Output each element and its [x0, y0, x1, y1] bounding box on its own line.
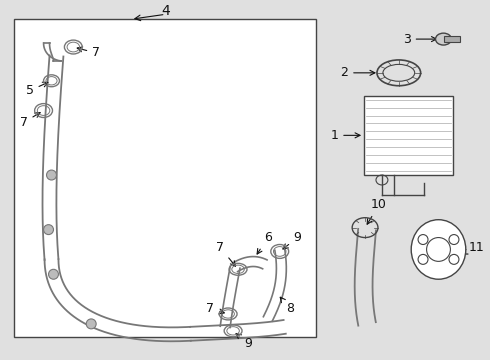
Text: 3: 3 — [403, 33, 437, 46]
Bar — [364, 96, 453, 175]
Circle shape — [86, 319, 96, 329]
Circle shape — [418, 255, 428, 264]
Text: 9: 9 — [236, 333, 252, 350]
Circle shape — [418, 235, 428, 244]
Text: 7: 7 — [216, 241, 236, 266]
Ellipse shape — [411, 220, 466, 279]
Text: 1: 1 — [330, 129, 360, 142]
Text: 5: 5 — [25, 82, 48, 97]
Circle shape — [427, 238, 450, 261]
Text: 7: 7 — [77, 46, 100, 59]
Text: 9: 9 — [283, 231, 301, 249]
Text: 11: 11 — [463, 241, 484, 254]
Text: 7: 7 — [206, 302, 224, 315]
Circle shape — [49, 269, 58, 279]
Circle shape — [47, 170, 56, 180]
Ellipse shape — [436, 33, 451, 45]
Text: 6: 6 — [257, 231, 272, 254]
Text: 4: 4 — [161, 4, 170, 18]
Circle shape — [449, 235, 459, 244]
Circle shape — [44, 225, 53, 235]
Circle shape — [449, 255, 459, 264]
Text: 2: 2 — [340, 66, 375, 79]
Text: 10: 10 — [367, 198, 387, 224]
Bar — [14, 19, 317, 337]
Bar — [444, 36, 460, 42]
Text: 7: 7 — [20, 113, 40, 129]
Text: 8: 8 — [280, 297, 294, 315]
